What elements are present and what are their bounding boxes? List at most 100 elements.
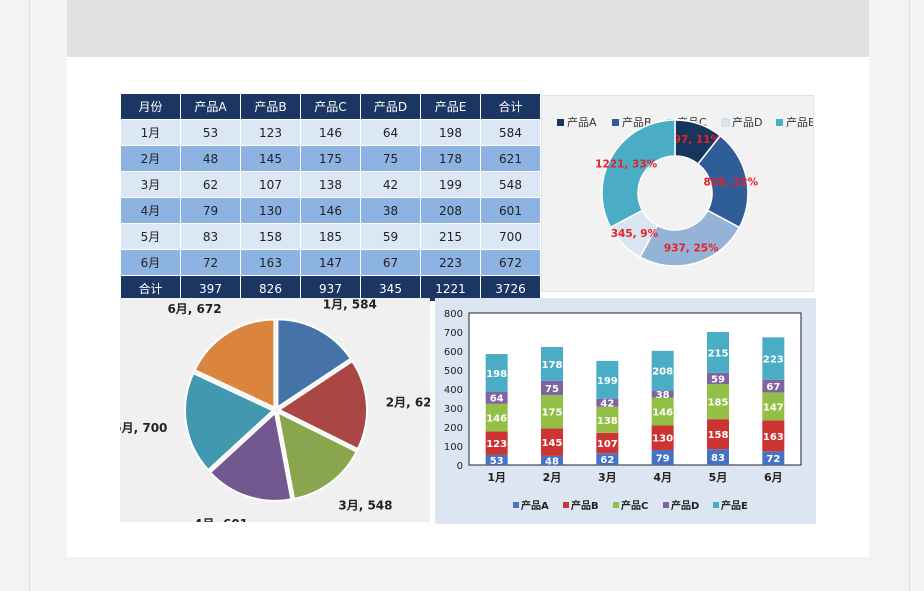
sales-table: 月份 产品A 产品B 产品C 产品D 产品E 合计 1月 53 123 146 … <box>120 93 541 302</box>
data-label: 345, 9% <box>611 228 659 240</box>
data-label: 215 <box>708 348 729 359</box>
data-label: 147 <box>763 402 784 413</box>
data-label: 199 <box>597 376 618 387</box>
x-tick-label: 1月 <box>487 471 506 484</box>
bar-segment <box>651 425 674 450</box>
bar-segment <box>651 390 674 398</box>
legend-swatch <box>663 502 669 508</box>
table-cell: 145 <box>240 145 301 172</box>
data-label: 158 <box>708 430 729 441</box>
table-header-cell: 产品D <box>360 93 421 120</box>
table-cell: 67 <box>360 249 421 276</box>
table-cell: 185 <box>300 223 361 250</box>
table-cell: 208 <box>420 197 481 224</box>
header-band <box>67 0 869 57</box>
bar-segment <box>596 432 619 454</box>
data-label: 59 <box>711 374 725 385</box>
data-label: 198 <box>486 369 507 380</box>
table-cell: 199 <box>420 171 481 198</box>
table-row: 3月 62 107 138 42 199 548 <box>120 171 541 198</box>
data-label: 826, 22% <box>703 176 758 188</box>
y-tick-label: 400 <box>444 385 463 396</box>
data-label: 1月, 584 <box>323 298 377 311</box>
bar-segment <box>485 354 508 392</box>
pie-chart-panel: 1月, 584 2月, 621 3月, 548 4月, 601 5月, 700 6月, 6… <box>113 297 440 531</box>
bar-segment <box>541 395 563 429</box>
legend-label: 产品A <box>521 499 549 512</box>
bar-segment <box>596 406 619 433</box>
data-label: 79 <box>656 453 670 464</box>
data-label: 38 <box>656 390 670 401</box>
bar-segment <box>651 397 674 426</box>
bar-segment <box>707 332 729 373</box>
legend-swatch <box>721 118 730 127</box>
bar-segment <box>596 453 619 465</box>
data-label: 163 <box>763 432 784 443</box>
x-tick-label: 5月 <box>709 471 728 484</box>
data-label: 145 <box>542 438 563 449</box>
table-header-cell: 产品E <box>420 93 481 120</box>
legend-swatch <box>776 119 783 126</box>
table-cell: 2月 <box>120 145 181 172</box>
data-label: 72 <box>766 454 780 465</box>
table-cell: 72 <box>180 249 241 276</box>
left-border <box>29 0 30 591</box>
table-cell: 123 <box>240 119 301 146</box>
legend-label: 产品D <box>671 499 699 512</box>
pie-slice <box>276 410 358 501</box>
bar-segment <box>485 391 508 404</box>
table-header-cell: 产品A <box>180 93 241 120</box>
table-cell: 175 <box>300 145 361 172</box>
table-header-cell: 产品B <box>240 93 301 120</box>
data-label: 5月, 700 <box>120 421 167 435</box>
bar-segment <box>762 337 785 380</box>
bar-segment <box>762 451 785 465</box>
data-label: 6月, 672 <box>167 302 221 316</box>
x-tick-label: 6月 <box>764 471 783 484</box>
doughnut-chart: 产品A产品B产品C产品D产品E397, 11%826, 22%937, 25%3… <box>557 115 815 267</box>
bar-segment <box>485 431 508 455</box>
data-label: 75 <box>545 384 559 395</box>
pie-slice <box>184 371 275 472</box>
pie-chart: 1月, 584 2月, 621 3月, 548 4月, 601 5月, 700 6月, 6… <box>113 297 440 531</box>
bar-segment <box>485 454 508 465</box>
data-label: 64 <box>490 394 504 405</box>
table-cell: 3726 <box>480 275 541 302</box>
data-label: 3月, 548 <box>338 499 392 513</box>
doughnut-slice <box>601 119 676 229</box>
table-cell: 147 <box>300 249 361 276</box>
table-cell: 5月 <box>120 223 181 250</box>
table-cell: 6月 <box>120 249 181 276</box>
table-cell: 215 <box>420 223 481 250</box>
table-cell: 130 <box>240 197 301 224</box>
y-tick-label: 500 <box>444 366 463 377</box>
data-label: 123 <box>486 439 507 450</box>
legend-label: 产品E <box>786 115 813 129</box>
table-cell: 4月 <box>120 197 181 224</box>
data-label: 130 <box>652 434 673 445</box>
legend-label: 产品B <box>622 115 652 129</box>
table-cell: 345 <box>360 275 421 302</box>
legend-swatch <box>563 502 569 508</box>
table-row: 6月 72 163 147 67 223 672 <box>120 249 541 276</box>
table-cell: 38 <box>360 197 421 224</box>
table-row: 5月 83 158 185 59 215 700 <box>120 223 541 250</box>
table-total-row: 合计 397 826 937 345 1221 3726 <box>120 275 541 302</box>
legend-swatch <box>613 502 619 508</box>
x-tick-label: 2月 <box>543 471 562 484</box>
pie-slice <box>276 359 368 451</box>
legend-label: 产品E <box>721 499 748 512</box>
table-cell: 42 <box>360 171 421 198</box>
bar-segment <box>707 384 729 420</box>
data-label: 2月, 621 <box>386 396 430 410</box>
plot-area <box>468 312 802 466</box>
bar-segment <box>707 449 729 465</box>
table-cell: 62 <box>180 171 241 198</box>
x-tick-label: 4月 <box>653 471 672 484</box>
data-label: 208 <box>652 367 673 378</box>
bar-segment <box>596 398 619 407</box>
data-label: 397, 11% <box>666 134 721 146</box>
data-label: 178 <box>542 360 563 371</box>
pie-slice <box>276 318 353 410</box>
table-cell: 937 <box>300 275 361 302</box>
